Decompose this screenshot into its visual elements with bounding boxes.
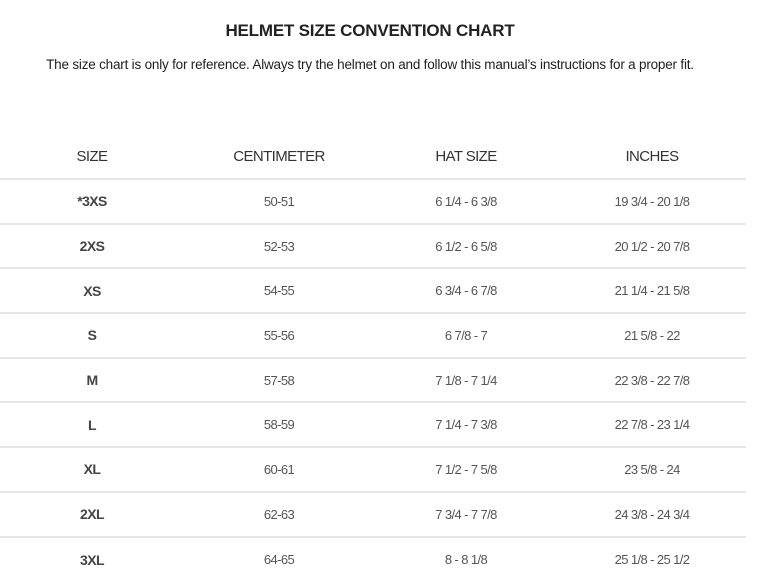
cell-hat-size: 6 7/8 - 7	[374, 328, 558, 343]
header-centimeter: CENTIMETER	[184, 148, 374, 165]
cell-hat-size: 8 - 8 1/8	[374, 552, 558, 567]
header-inches: INCHES	[558, 148, 746, 165]
cell-centimeter: 54-55	[184, 283, 374, 298]
cell-inches: 21 1/4 - 21 5/8	[558, 283, 746, 298]
cell-centimeter: 58-59	[184, 417, 374, 432]
cell-centimeter: 62-63	[184, 507, 374, 522]
cell-inches: 19 3/4 - 20 1/8	[558, 194, 746, 209]
cell-centimeter: 50-51	[184, 194, 374, 209]
cell-hat-size: 7 1/2 - 7 5/8	[374, 462, 558, 477]
cell-inches: 22 7/8 - 23 1/4	[558, 417, 746, 432]
cell-inches: 24 3/8 - 24 3/4	[558, 507, 746, 522]
header-hat-size: HAT SIZE	[374, 148, 558, 165]
cell-hat-size: 7 1/4 - 7 3/8	[374, 417, 558, 432]
cell-inches: 20 1/2 - 20 7/8	[558, 239, 746, 254]
cell-hat-size: 6 1/2 - 6 5/8	[374, 239, 558, 254]
cell-size: 3XL	[0, 552, 184, 568]
cell-hat-size: 6 3/4 - 6 7/8	[374, 283, 558, 298]
header-size: SIZE	[0, 148, 184, 165]
cell-size: XL	[0, 461, 184, 477]
cell-size: *3XS	[0, 193, 184, 209]
cell-centimeter: 55-56	[184, 328, 374, 343]
cell-hat-size: 6 1/4 - 6 3/8	[374, 194, 558, 209]
cell-centimeter: 52-53	[184, 239, 374, 254]
cell-inches: 23 5/8 - 24	[558, 462, 746, 477]
cell-inches: 21 5/8 - 22	[558, 328, 746, 343]
cell-size: XS	[0, 283, 184, 299]
cell-size: 2XL	[0, 506, 184, 522]
table-header-row: SIZE CENTIMETER HAT SIZE INCHES	[0, 135, 746, 180]
cell-centimeter: 60-61	[184, 462, 374, 477]
cell-hat-size: 7 3/4 - 7 7/8	[374, 507, 558, 522]
cell-centimeter: 64-65	[184, 552, 374, 567]
cell-size: 2XS	[0, 238, 184, 254]
page-title: HELMET SIZE CONVENTION CHART	[0, 21, 740, 41]
cell-inches: 25 1/8 - 25 1/2	[558, 552, 746, 567]
cell-hat-size: 7 1/8 - 7 1/4	[374, 373, 558, 388]
page-subtitle: The size chart is only for reference. Al…	[0, 57, 740, 72]
cell-size: M	[0, 372, 184, 388]
cell-centimeter: 57-58	[184, 373, 374, 388]
cell-size: S	[0, 327, 184, 343]
cell-inches: 22 3/8 - 22 7/8	[558, 373, 746, 388]
cell-size: L	[0, 417, 184, 433]
